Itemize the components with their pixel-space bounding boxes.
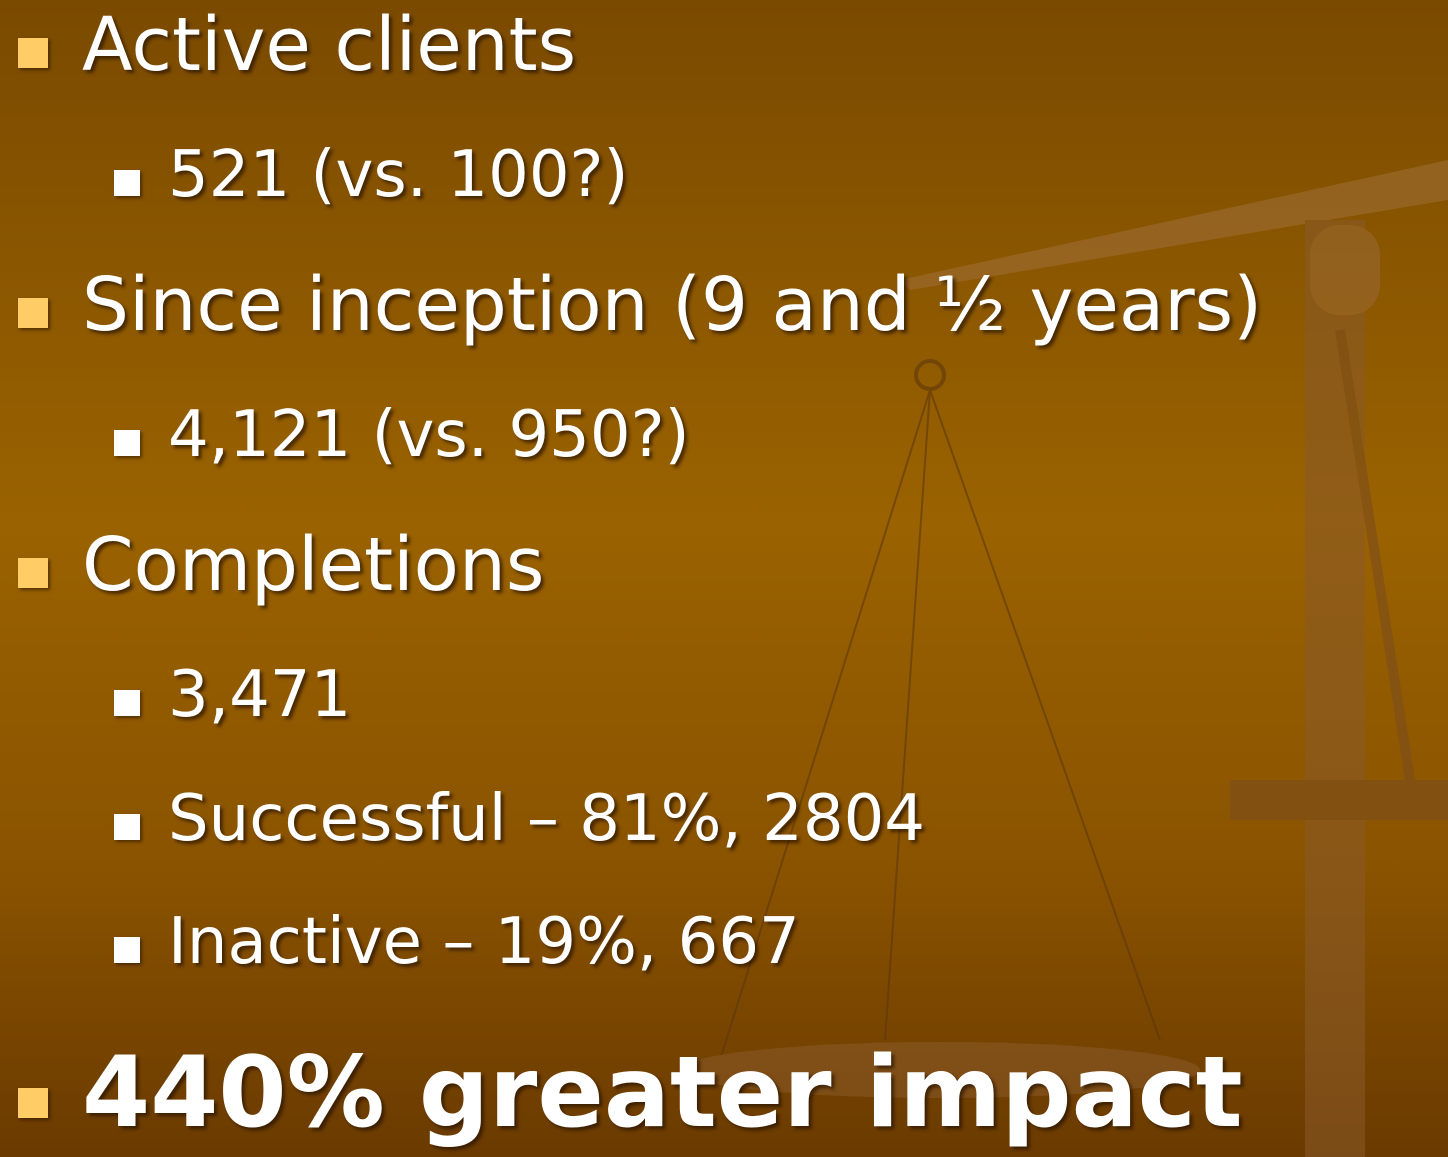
sub-bullet-marker: [114, 170, 140, 196]
bullet-marker: [18, 1088, 48, 1118]
bullet-marker: [18, 558, 48, 588]
bullet-list: Active clients 521 (vs. 100?) Since incept…: [0, 0, 1448, 1157]
sub-bullet-marker: [114, 937, 140, 963]
sub-bullet-marker: [114, 430, 140, 456]
bullet-text: Active clients: [82, 2, 576, 88]
sub-bullet-marker: [114, 814, 140, 840]
bullet-text: 440% greater impact: [82, 1036, 1243, 1150]
bullet-marker: [18, 298, 48, 328]
sub-bullet-text: 521 (vs. 100?): [168, 138, 628, 212]
sub-bullet-text: 4,121 (vs. 950?): [168, 398, 690, 472]
sub-bullet-text: Successful – 81%, 2804: [168, 782, 925, 856]
sub-bullet-text: Inactive – 19%, 667: [168, 905, 800, 979]
bullet-marker: [18, 38, 48, 68]
bullet-text: Since inception (9 and ½ years): [82, 262, 1262, 348]
sub-bullet-marker: [114, 690, 140, 716]
bullet-text: Completions: [82, 522, 544, 608]
sub-bullet-text: 3,471: [168, 658, 351, 732]
slide: Active clients 521 (vs. 100?) Since incept…: [0, 0, 1448, 1157]
